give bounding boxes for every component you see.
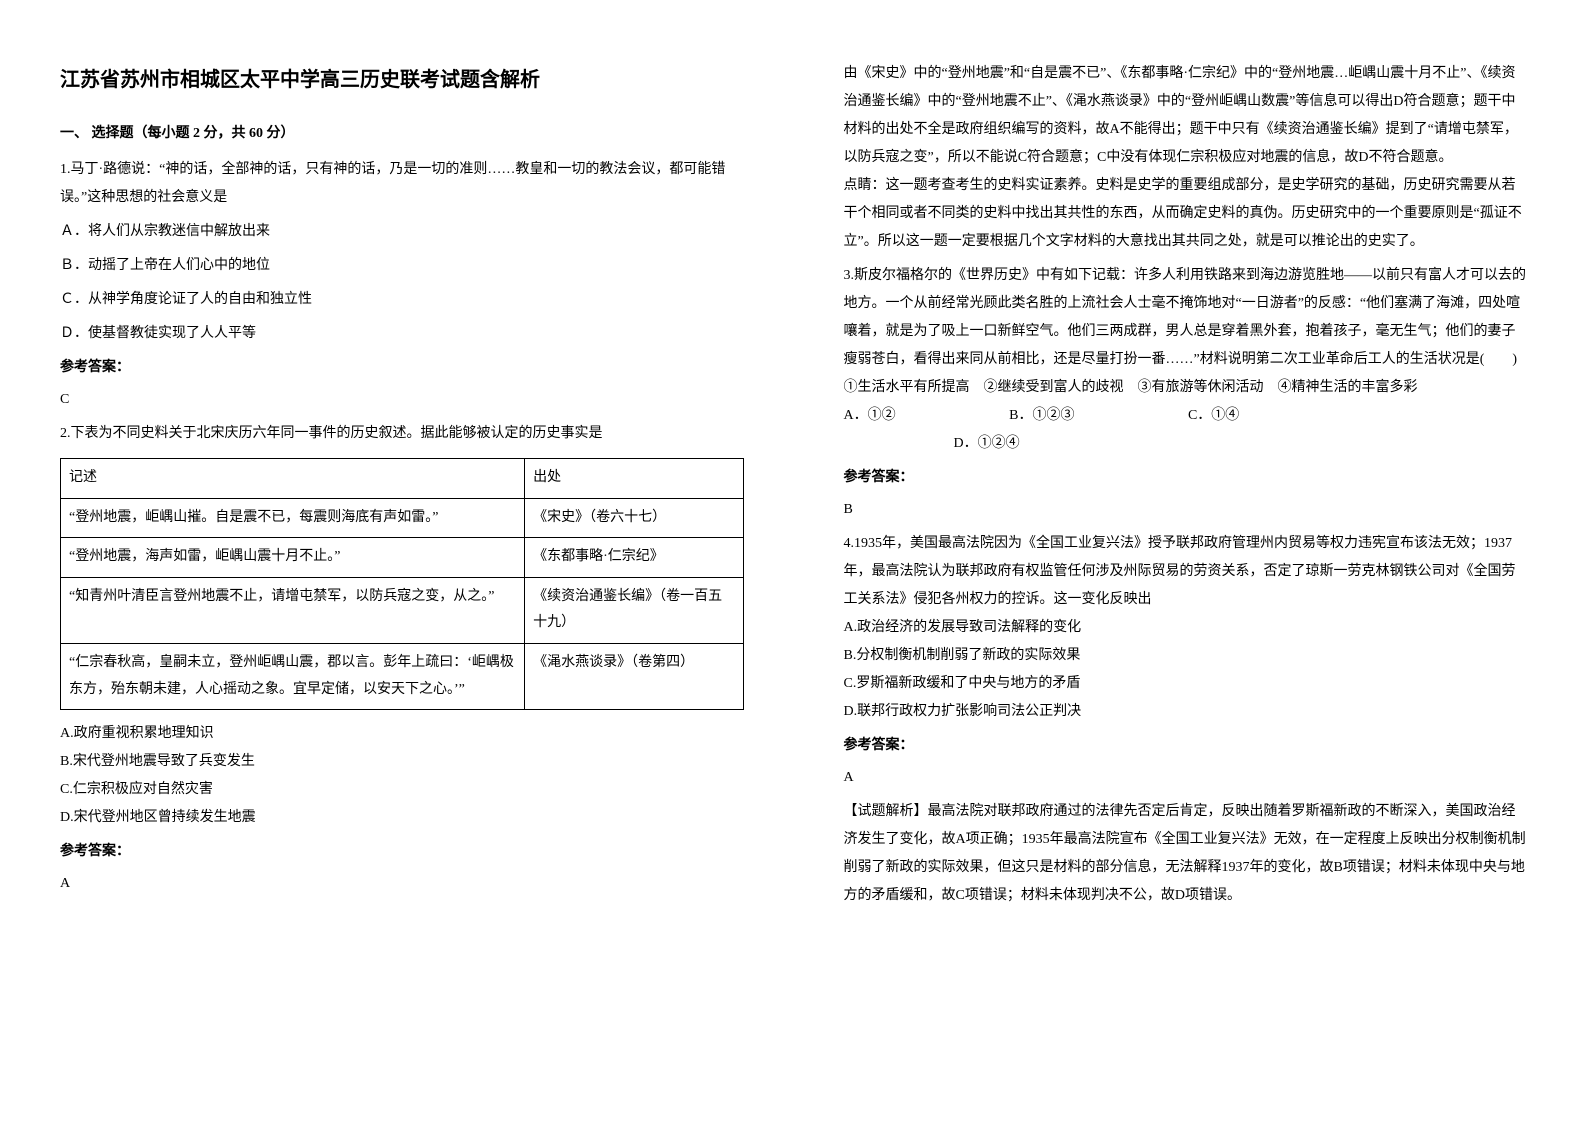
q1-stem: 1.马丁·路德说：“神的话，全部神的话，只有神的话，乃是一切的准则……教皇和一切… bbox=[60, 156, 744, 212]
right-column: 由《宋史》中的“登州地震”和“自是震不已”、《东都事略·仁宗纪》中的“登州地震…… bbox=[794, 0, 1587, 1122]
q2-option-a: A.政府重视积累地理知识 bbox=[60, 720, 744, 748]
q2-r2c2: 《东都事略·仁宗纪》 bbox=[525, 538, 743, 578]
q2-explanation-p2: 点睛：这一题考查考生的史料实证素养。史料是史学的重要组成部分，是史学研究的基础，… bbox=[844, 172, 1528, 256]
q2-r4c1: “仁宗春秋高，皇嗣未立，登州岠嵎山震，郡以言。彭年上疏曰：‘岠嵎极东方，殆东朝未… bbox=[61, 643, 525, 709]
table-row: “登州地震，岠嵎山摧。自是震不已，每震则海底有声如雷。” 《宋史》（卷六十七） bbox=[61, 498, 744, 538]
q2-th1: 记述 bbox=[61, 459, 525, 499]
q4-option-b: B.分权制衡机制削弱了新政的实际效果 bbox=[844, 642, 1528, 670]
q2-r1c2: 《宋史》（卷六十七） bbox=[525, 498, 743, 538]
q1-answer-label: 参考答案： bbox=[60, 354, 744, 382]
q3-options-row1: A．①② B．①②③ C．①④ bbox=[844, 402, 1528, 430]
table-row: 记述 出处 bbox=[61, 459, 744, 499]
q2-stem: 2.下表为不同史料关于北宋庆历六年同一事件的历史叙述。据此能够被认定的历史事实是 bbox=[60, 420, 744, 448]
q1-option-c: Ｃ．从神学角度论证了人的自由和独立性 bbox=[60, 286, 744, 314]
q2-th2: 出处 bbox=[525, 459, 743, 499]
q2-answer-label: 参考答案： bbox=[60, 838, 744, 866]
q2-explanation-p1: 由《宋史》中的“登州地震”和“自是震不已”、《东都事略·仁宗纪》中的“登州地震…… bbox=[844, 60, 1528, 172]
q2-option-c: C.仁宗积极应对自然灾害 bbox=[60, 776, 744, 804]
q4-answer: A bbox=[844, 764, 1528, 792]
table-row: “登州地震，海声如雷，岠嵎山震十月不止。” 《东都事略·仁宗纪》 bbox=[61, 538, 744, 578]
q4-option-c: C.罗斯福新政缓和了中央与地方的矛盾 bbox=[844, 670, 1528, 698]
q1-answer: C bbox=[60, 386, 744, 414]
page-title: 江苏省苏州市相城区太平中学高三历史联考试题含解析 bbox=[60, 60, 744, 100]
q1-option-b: Ｂ．动摇了上帝在人们心中的地位 bbox=[60, 252, 744, 280]
q4-answer-label: 参考答案： bbox=[844, 732, 1528, 760]
q3-answer: B bbox=[844, 496, 1528, 524]
q1-option-d: Ｄ．使基督教徒实现了人人平等 bbox=[60, 320, 744, 348]
q1-option-a: Ａ．将人们从宗教迷信中解放出来 bbox=[60, 218, 744, 246]
q2-r2c1: “登州地震，海声如雷，岠嵎山震十月不止。” bbox=[61, 538, 525, 578]
q2-r4c2: 《渑水燕谈录》（卷第四） bbox=[525, 643, 743, 709]
q3-items: ①生活水平有所提高 ②继续受到富人的歧视 ③有旅游等休闲活动 ④精神生活的丰富多… bbox=[844, 374, 1528, 402]
q2-r1c1: “登州地震，岠嵎山摧。自是震不已，每震则海底有声如雷。” bbox=[61, 498, 525, 538]
table-row: “仁宗春秋高，皇嗣未立，登州岠嵎山震，郡以言。彭年上疏曰：‘岠嵎极东方，殆东朝未… bbox=[61, 643, 744, 709]
q4-option-d: D.联邦行政权力扩张影响司法公正判决 bbox=[844, 698, 1528, 726]
q3-option-d: D．①②④ bbox=[954, 430, 1528, 458]
q2-option-b: B.宋代登州地震导致了兵变发生 bbox=[60, 748, 744, 776]
q2-r3c2: 《续资治通鉴长编》（卷一百五十九） bbox=[525, 577, 743, 643]
q4-option-a: A.政治经济的发展导致司法解释的变化 bbox=[844, 614, 1528, 642]
q2-table: 记述 出处 “登州地震，岠嵎山摧。自是震不已，每震则海底有声如雷。” 《宋史》（… bbox=[60, 458, 744, 710]
q3-option-b: B．①②③ bbox=[1009, 402, 1074, 430]
q2-option-d: D.宋代登州地区曾持续发生地震 bbox=[60, 804, 744, 832]
q3-option-c: C．①④ bbox=[1188, 402, 1239, 430]
left-column: 江苏省苏州市相城区太平中学高三历史联考试题含解析 一、 选择题（每小题 2 分，… bbox=[0, 0, 794, 1122]
q3-option-a: A．①② bbox=[844, 402, 896, 430]
q4-explanation: 【试题解析】最高法院对联邦政府通过的法律先否定后肯定，反映出随着罗斯福新政的不断… bbox=[844, 798, 1528, 910]
table-row: “知青州叶清臣言登州地震不止，请增屯禁军，以防兵寇之变，从之。” 《续资治通鉴长… bbox=[61, 577, 744, 643]
q2-answer: A bbox=[60, 870, 744, 898]
q4-stem: 4.1935年，美国最高法院因为《全国工业复兴法》授予联邦政府管理州内贸易等权力… bbox=[844, 530, 1528, 614]
q3-answer-label: 参考答案： bbox=[844, 464, 1528, 492]
part1-heading: 一、 选择题（每小题 2 分，共 60 分） bbox=[60, 120, 744, 148]
q2-r3c1: “知青州叶清臣言登州地震不止，请增屯禁军，以防兵寇之变，从之。” bbox=[61, 577, 525, 643]
q3-stem: 3.斯皮尔福格尔的《世界历史》中有如下记载：许多人利用铁路来到海边游览胜地——以… bbox=[844, 262, 1528, 374]
